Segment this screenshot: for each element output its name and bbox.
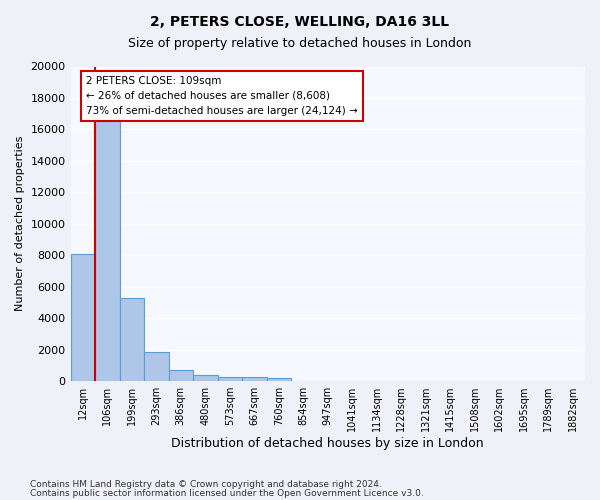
Bar (242, 378, 266, 381)
X-axis label: Distribution of detached houses by size in London: Distribution of detached houses by size … (172, 437, 484, 450)
Y-axis label: Number of detached properties: Number of detached properties (15, 136, 25, 312)
Bar (71, 254, 95, 381)
Bar (144, 352, 169, 381)
Bar (266, 378, 291, 381)
Text: Size of property relative to detached houses in London: Size of property relative to detached ho… (128, 38, 472, 51)
Text: 2, PETERS CLOSE, WELLING, DA16 3LL: 2, PETERS CLOSE, WELLING, DA16 3LL (151, 15, 449, 29)
Bar (218, 376, 242, 381)
Text: Contains HM Land Registry data © Crown copyright and database right 2024.: Contains HM Land Registry data © Crown c… (30, 480, 382, 489)
Bar (95, 120, 119, 381)
Bar (169, 370, 193, 381)
Text: 2 PETERS CLOSE: 109sqm
← 26% of detached houses are smaller (8,608)
73% of semi-: 2 PETERS CLOSE: 109sqm ← 26% of detached… (86, 76, 358, 116)
Bar (119, 298, 144, 381)
Text: Contains public sector information licensed under the Open Government Licence v3: Contains public sector information licen… (30, 488, 424, 498)
Bar (193, 376, 218, 381)
